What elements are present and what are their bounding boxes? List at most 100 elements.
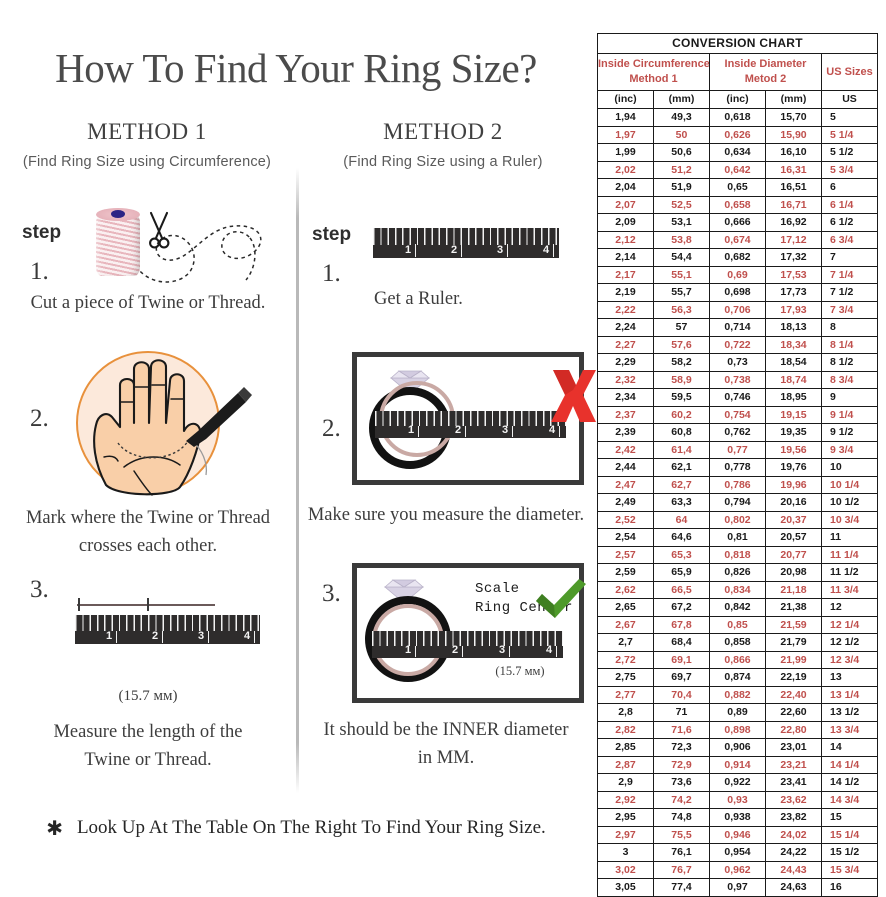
table-row: 2,02 51,2 0,642 16,31 5 3/4 [597, 160, 878, 179]
table-cell-r36-c4: 14 [821, 738, 878, 757]
table-cell-r35-c3: 22,80 [765, 720, 822, 739]
table-cell-r39-c1: 74,2 [653, 790, 710, 809]
table-cell-r27-c4: 11 3/4 [821, 580, 878, 599]
table-cell-r8-c1: 54,4 [653, 248, 710, 267]
measured-thread-icon [75, 597, 220, 613]
table-cell-r19-c4: 9 3/4 [821, 440, 878, 459]
method-1-heading: METHOD 1 (Find Ring Size using Circumfer… [2, 119, 292, 170]
table-cell-r36-c0: 2,85 [597, 738, 654, 757]
ruler-number-2: 2 [451, 244, 458, 256]
table-cell-r32-c2: 0,874 [709, 668, 766, 687]
table-cell-r28-c4: 12 [821, 598, 878, 617]
method-2-step-3-caption-line2: in MM. [417, 748, 475, 768]
table-row: 2,19 55,7 0,698 17,73 7 1/2 [597, 283, 878, 302]
ruler-number-1: 1 [405, 644, 412, 656]
table-cell-r12-c0: 2,24 [597, 318, 654, 337]
table-cell-r31-c0: 2,72 [597, 650, 654, 669]
table-cell-r23-c3: 20,37 [765, 510, 822, 529]
method-column-divider [296, 168, 299, 793]
table-cell-r2-c1: 50,6 [653, 143, 710, 162]
table-cell-r39-c0: 2,92 [597, 790, 654, 809]
table-cell-r36-c1: 72,3 [653, 738, 710, 757]
table-group-header-1: Inside Diameter Metod 2 [709, 53, 822, 91]
table-unit-header-3: (mm) [765, 90, 822, 109]
method-1-step-1-number: 1. [30, 258, 49, 285]
table-cell-r42-c1: 76,1 [653, 843, 710, 862]
table-cell-r10-c3: 17,73 [765, 283, 822, 302]
table-cell-r15-c2: 0,738 [709, 370, 766, 389]
method-1-step-2-caption-line1: Mark where the Twine or Thread [25, 508, 271, 528]
table-cell-r21-c0: 2,47 [597, 475, 654, 494]
table-cell-r43-c1: 76,7 [653, 860, 710, 879]
table-row: 2,14 54,4 0,682 17,32 7 [597, 248, 878, 267]
table-cell-r24-c0: 2,54 [597, 528, 654, 547]
method-2-subtitle: (Find Ring Size using a Ruler) [343, 154, 543, 170]
table-cell-r7-c1: 53,8 [653, 230, 710, 249]
table-row: 2,72 69,1 0,866 21,99 12 3/4 [597, 650, 878, 669]
table-cell-r4-c3: 16,51 [765, 178, 822, 197]
table-cell-r37-c2: 0,914 [709, 755, 766, 774]
table-cell-r39-c3: 23,62 [765, 790, 822, 809]
table-cell-r22-c2: 0,794 [709, 493, 766, 512]
ruler-icon-method2: 1 2 3 4 [373, 228, 559, 258]
table-cell-r40-c1: 74,8 [653, 808, 710, 827]
table-cell-r29-c3: 21,59 [765, 615, 822, 634]
table-cell-r7-c3: 17,12 [765, 230, 822, 249]
ruler-number-1: 1 [405, 244, 412, 256]
table-cell-r17-c4: 9 1/4 [821, 405, 878, 424]
table-cell-r4-c4: 6 [821, 178, 878, 197]
table-cell-r20-c1: 62,1 [653, 458, 710, 477]
table-cell-r17-c2: 0,754 [709, 405, 766, 424]
table-group-header-row: Inside Circumference Method 1 Inside Diame… [597, 53, 878, 91]
table-cell-r38-c3: 23,41 [765, 773, 822, 792]
table-title: CONVERSION CHART [597, 33, 878, 54]
table-cell-r28-c0: 2,65 [597, 598, 654, 617]
table-row: 2,24 57 0,714 18,13 8 [597, 318, 878, 337]
table-row: 2,29 58,2 0,73 18,54 8 1/2 [597, 353, 878, 372]
table-cell-r5-c0: 2,07 [597, 195, 654, 214]
table-cell-r27-c2: 0,834 [709, 580, 766, 599]
table-cell-r41-c4: 15 1/4 [821, 825, 878, 844]
table-cell-r2-c0: 1,99 [597, 143, 654, 162]
table-cell-r23-c0: 2,52 [597, 510, 654, 529]
table-row: 1,94 49,3 0,618 15,70 5 [597, 108, 878, 127]
table-cell-r34-c0: 2,8 [597, 703, 654, 722]
table-cell-r33-c0: 2,77 [597, 685, 654, 704]
method-1-step-1-caption: Cut a piece of Twine or Thread. [30, 293, 266, 313]
table-row: 2,97 75,5 0,946 24,02 15 1/4 [597, 825, 878, 844]
table-cell-r35-c0: 2,82 [597, 720, 654, 739]
table-cell-r26-c0: 2,59 [597, 563, 654, 582]
table-cell-r33-c1: 70,4 [653, 685, 710, 704]
table-cell-r38-c4: 14 1/2 [821, 773, 878, 792]
table-cell-r18-c1: 60,8 [653, 423, 710, 442]
table-group-header-0: Inside Circumference Method 1 [597, 53, 710, 91]
table-cell-r18-c3: 19,35 [765, 423, 822, 442]
table-cell-r2-c3: 16,10 [765, 143, 822, 162]
table-cell-r41-c1: 75,5 [653, 825, 710, 844]
table-cell-r14-c0: 2,29 [597, 353, 654, 372]
table-cell-r23-c1: 64 [653, 510, 710, 529]
table-cell-r8-c2: 0,682 [709, 248, 766, 267]
method-2-step-1-caption: Get a Ruler. [374, 289, 463, 309]
table-cell-r35-c2: 0,898 [709, 720, 766, 739]
table-cell-r1-c3: 15,90 [765, 125, 822, 144]
table-unit-header-1: (mm) [653, 90, 710, 109]
ruler-number-1: 1 [106, 630, 113, 642]
table-row: 2,07 52,5 0,658 16,71 6 1/4 [597, 195, 878, 214]
table-cell-r15-c1: 58,9 [653, 370, 710, 389]
table-row: 2,87 72,9 0,914 23,21 14 1/4 [597, 755, 878, 774]
table-row: 2,34 59,5 0,746 18,95 9 [597, 388, 878, 407]
table-cell-r10-c0: 2,19 [597, 283, 654, 302]
table-cell-r27-c3: 21,18 [765, 580, 822, 599]
table-row: 2,17 55,1 0,69 17,53 7 1/4 [597, 265, 878, 284]
table-cell-r43-c0: 3,02 [597, 860, 654, 879]
ruler-number-4: 4 [244, 630, 251, 642]
table-cell-r34-c3: 22,60 [765, 703, 822, 722]
table-row: 2,65 67,2 0,842 21,38 12 [597, 598, 878, 617]
table-row: 2,09 53,1 0,666 16,92 6 1/2 [597, 213, 878, 232]
table-cell-r40-c3: 23,82 [765, 808, 822, 827]
table-cell-r14-c3: 18,54 [765, 353, 822, 372]
table-cell-r34-c4: 13 1/2 [821, 703, 878, 722]
table-cell-r5-c1: 52,5 [653, 195, 710, 214]
method-1-step-3-number: 3. [30, 576, 49, 603]
